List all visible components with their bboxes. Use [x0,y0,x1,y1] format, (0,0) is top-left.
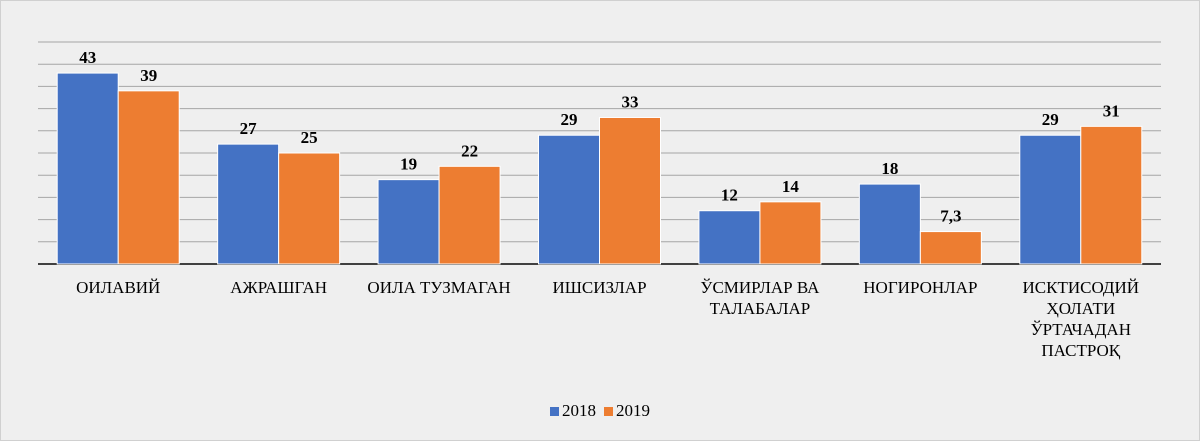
data-label: 18 [881,159,898,178]
data-label: 19 [400,155,417,174]
x-tick-label: ОИЛА ТУЗМАГАН [367,278,511,297]
bar [217,143,280,265]
bar [698,210,761,265]
data-label: 31 [1103,101,1120,120]
bar [919,231,982,265]
bar [56,72,119,265]
legend-swatch [604,407,613,416]
bar [858,183,921,265]
data-label: 25 [301,128,318,147]
data-label: 29 [1042,110,1059,129]
data-label: 39 [140,66,157,85]
data-label: 27 [240,119,258,138]
bar [1080,125,1143,265]
bar [377,179,440,265]
bar [117,90,180,265]
legend-item: 2018 [550,401,596,421]
x-tick-label: АЖРАШГАН [230,278,327,297]
bar [1019,134,1082,265]
bar [538,134,600,265]
bar [759,201,822,265]
x-tick-label: НОГИРОНЛАР [863,278,978,297]
data-label: 43 [79,48,96,67]
data-label: 33 [622,92,639,111]
data-label: 14 [782,177,800,196]
bar [438,165,501,265]
data-label: 29 [561,110,578,129]
bar [278,152,341,265]
x-tick-label: ИСКТИСОДИЙ ҲОЛАТИ ЎРТАЧАДАН ПАСТРОҚ [1022,278,1140,360]
x-tick-label: ЎСМИРЛАР ВА ТАЛАБАЛАР [700,278,820,318]
x-tick-label: ИШСИЗЛАР [552,278,647,297]
legend-label: 2019 [616,401,650,420]
data-label: 12 [721,186,738,205]
data-label: 7,3 [940,207,961,226]
bar [599,116,661,265]
legend: 2018 2019 [1,401,1199,421]
legend-swatch [550,407,559,416]
legend-item: 2019 [604,401,650,421]
x-tick-label: ОИЛАВИЙ [76,278,161,297]
legend-label: 2018 [562,401,596,420]
data-label: 22 [461,141,478,160]
